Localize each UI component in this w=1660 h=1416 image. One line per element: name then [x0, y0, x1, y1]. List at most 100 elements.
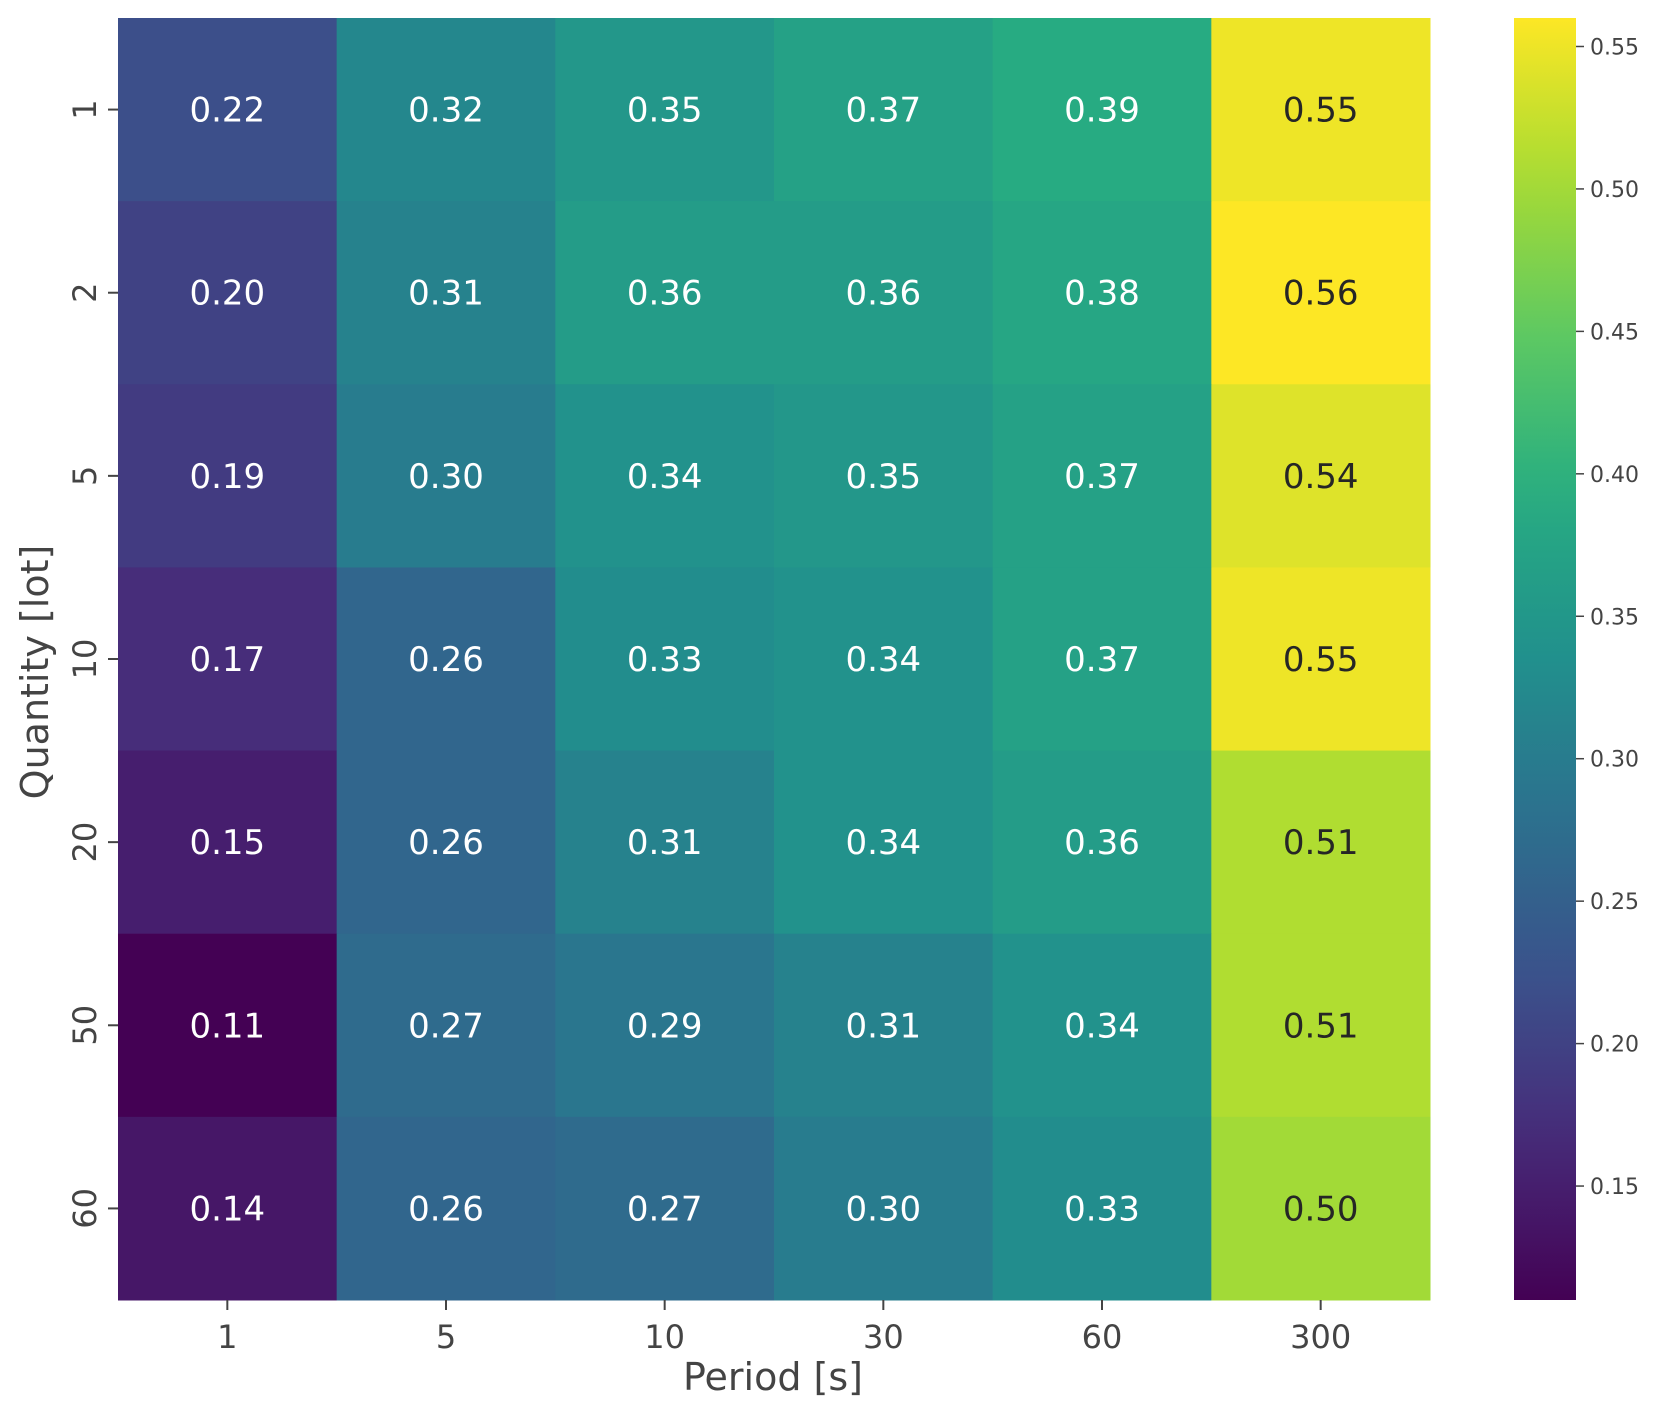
- heatmap-cell: [555, 201, 775, 385]
- cell-annotation: 0.22: [189, 91, 265, 131]
- colorbar-tick-label: 0.45: [1590, 320, 1639, 345]
- cell-annotation: 0.35: [627, 91, 703, 131]
- heatmap-cell: [992, 384, 1212, 568]
- cell-annotation: 0.34: [1064, 1006, 1140, 1046]
- y-tick-label: 5: [66, 466, 104, 486]
- heatmap-cell: [118, 1116, 338, 1301]
- heatmap-cell: [1211, 933, 1431, 1118]
- heatmap-cell: [992, 1116, 1212, 1301]
- cell-annotation: 0.34: [845, 640, 921, 680]
- y-tick-label: 2: [66, 283, 104, 303]
- heatmap-cell: [992, 18, 1212, 202]
- cell-annotation: 0.26: [408, 1189, 484, 1229]
- heatmap-cell: [1211, 1116, 1431, 1301]
- colorbar-tick-label: 0.30: [1590, 748, 1639, 773]
- heatmap-cell: [336, 933, 556, 1118]
- heatmap-cell: [555, 933, 775, 1118]
- cell-annotation: 0.20: [189, 274, 265, 314]
- heatmap-cell: [774, 1116, 994, 1301]
- cell-annotations: 0.22 0.32 0.35 0.37 0.39 0.55 0.20 0.31 0.36 0.36…: [189, 91, 1358, 1230]
- x-tick-label: 30: [863, 1318, 904, 1356]
- heatmap-cell: [992, 567, 1212, 752]
- cell-annotation: 0.27: [627, 1189, 703, 1229]
- cell-annotation: 0.35: [845, 457, 921, 497]
- x-tick-label: 10: [644, 1318, 685, 1356]
- x-axis-ticks: 1 5 10 30 60 300: [217, 1300, 1351, 1356]
- cell-annotation: 0.51: [1283, 823, 1359, 863]
- cell-annotation: 0.36: [845, 274, 921, 314]
- x-axis-label: Period [s]: [683, 1355, 863, 1399]
- cell-annotation: 0.55: [1283, 640, 1359, 680]
- heatmap-cell: [774, 567, 994, 752]
- heatmap-cell: [1211, 201, 1431, 385]
- cell-annotation: 0.33: [1064, 1189, 1140, 1229]
- cell-annotation: 0.36: [1064, 823, 1140, 863]
- cell-annotation: 0.37: [845, 91, 921, 131]
- heatmap-cell: [774, 750, 994, 935]
- x-tick-label: 60: [1082, 1318, 1123, 1356]
- colorbar-gradient: [1514, 18, 1576, 1300]
- cell-annotation: 0.33: [627, 640, 703, 680]
- colorbar-tick-label: 0.25: [1590, 890, 1639, 915]
- y-tick-label: 10: [66, 639, 104, 680]
- cell-annotation: 0.31: [408, 274, 484, 314]
- x-tick-label: 1: [217, 1318, 237, 1356]
- cell-annotation: 0.14: [189, 1189, 265, 1229]
- heatmap-cell: [555, 18, 775, 202]
- heatmap-cell: [336, 384, 556, 568]
- heatmap-cell: [774, 201, 994, 385]
- cell-annotation: 0.19: [189, 457, 265, 497]
- cell-annotation: 0.31: [845, 1006, 921, 1046]
- cell-annotation: 0.54: [1283, 457, 1359, 497]
- cell-annotation: 0.15: [189, 823, 265, 863]
- heatmap-cell: [774, 18, 994, 202]
- cell-annotation: 0.26: [408, 640, 484, 680]
- heatmap-cell: [555, 1116, 775, 1301]
- heatmap-cell: [992, 750, 1212, 935]
- heatmap-cell: [1211, 18, 1431, 202]
- cell-annotation: 0.31: [627, 823, 703, 863]
- cell-annotation: 0.37: [1064, 457, 1140, 497]
- cell-annotation: 0.26: [408, 823, 484, 863]
- heatmap-cell: [336, 1116, 556, 1301]
- y-tick-label: 50: [66, 1005, 104, 1046]
- colorbar-tick-label: 0.15: [1590, 1175, 1639, 1200]
- heatmap-cell: [118, 750, 338, 935]
- heatmap-cell: [555, 567, 775, 752]
- heatmap-cell: [1211, 384, 1431, 568]
- colorbar-tick-label: 0.40: [1590, 463, 1639, 488]
- colorbar-tick-label: 0.20: [1590, 1033, 1639, 1058]
- heatmap-cell: [1211, 750, 1431, 935]
- heatmap-cell: [118, 201, 338, 385]
- heatmap-cell: [118, 384, 338, 568]
- heatmap-cell: [336, 750, 556, 935]
- heatmap-cell: [774, 933, 994, 1118]
- cell-annotation: 0.51: [1283, 1006, 1359, 1046]
- heatmap-cell: [118, 567, 338, 752]
- x-tick-label: 5: [436, 1318, 456, 1356]
- y-tick-label: 20: [66, 822, 104, 863]
- cell-annotation: 0.34: [627, 457, 703, 497]
- cell-annotation: 0.37: [1064, 640, 1140, 680]
- x-tick-label: 300: [1290, 1318, 1351, 1356]
- heatmap-cell: [336, 567, 556, 752]
- heatmap-cell: [774, 384, 994, 568]
- heatmap-cell: [555, 750, 775, 935]
- cell-annotation: 0.34: [845, 823, 921, 863]
- y-tick-label: 1: [66, 99, 104, 119]
- heatmap-cell: [555, 384, 775, 568]
- cell-annotation: 0.55: [1283, 91, 1359, 131]
- y-tick-label: 60: [66, 1188, 104, 1229]
- cell-annotation: 0.32: [408, 91, 484, 131]
- heatmap-cells: [118, 18, 1431, 1301]
- cell-annotation: 0.11: [189, 1006, 265, 1046]
- cell-annotation: 0.56: [1283, 274, 1359, 314]
- cell-annotation: 0.30: [845, 1189, 921, 1229]
- colorbar-tick-label: 0.35: [1590, 605, 1639, 630]
- heatmap-cell: [992, 201, 1212, 385]
- cell-annotation: 0.30: [408, 457, 484, 497]
- heatmap-cell: [1211, 567, 1431, 752]
- heatmap-cell: [118, 18, 338, 202]
- cell-annotation: 0.50: [1283, 1189, 1359, 1229]
